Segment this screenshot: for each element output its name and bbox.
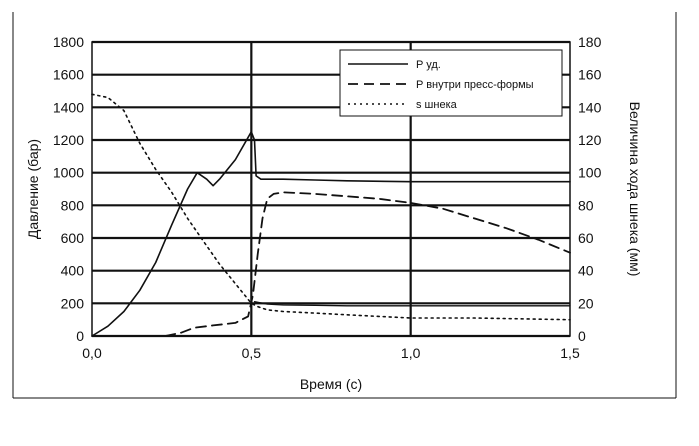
- y-right-tick-label: 120: [578, 132, 602, 148]
- series-line-1: [164, 191, 571, 337]
- plot-frame: [12, 12, 677, 399]
- y-axis-left-title: Давление (бар): [25, 139, 41, 239]
- y-left-tick-label: 1000: [53, 165, 84, 181]
- x-tick-label: 1,5: [560, 345, 580, 361]
- y-right-tick-label: 180: [578, 34, 602, 50]
- y-left-tick-label: 600: [61, 230, 85, 246]
- y-left-tick-label: 1400: [53, 99, 84, 115]
- x-tick-label: 0,5: [242, 345, 262, 361]
- y-right-tick-label: 40: [578, 263, 594, 279]
- y-left-tick-label: 1600: [53, 67, 84, 83]
- y-left-tick-label: 1200: [53, 132, 84, 148]
- y-right-tick-label: 20: [578, 295, 594, 311]
- series-line-2: [91, 93, 571, 321]
- y-right-tick-label: 140: [578, 99, 602, 115]
- y-left-tick-label: 1800: [53, 34, 84, 50]
- legend-box: [339, 49, 563, 117]
- y-right-tick-label: 0: [578, 328, 586, 344]
- series-line-0: [91, 131, 571, 337]
- y-left-tick-label: 800: [61, 197, 85, 213]
- legend: P уд. P внутри пресс-формы s шнека: [339, 49, 563, 117]
- y-right-tick-label: 80: [578, 197, 594, 213]
- legend-label: P внутри пресс-формы: [416, 79, 534, 91]
- legend-label: P уд.: [416, 59, 441, 71]
- series-line-3: [253, 301, 571, 307]
- x-tick-label: 1,0: [401, 345, 421, 361]
- y-axis-right-title: Величина хода шнека (мм): [627, 102, 643, 277]
- y-left-tick-label: 400: [61, 263, 85, 279]
- x-axis-title: Время (с): [300, 376, 362, 392]
- legend-label: s шнека: [416, 99, 458, 111]
- y-right-tick-label: 60: [578, 230, 594, 246]
- x-tick-label: 0,0: [82, 345, 102, 361]
- y-left-tick-label: 0: [76, 328, 84, 344]
- y-right-tick-label: 160: [578, 67, 602, 83]
- series-group: [91, 93, 571, 337]
- tick-labels: 0,0 0,5 1,0 1,50200400600800100012001400160…: [53, 34, 602, 361]
- y-left-tick-label: 200: [61, 295, 85, 311]
- y-right-tick-label: 100: [578, 165, 602, 181]
- plot-border: [91, 41, 571, 337]
